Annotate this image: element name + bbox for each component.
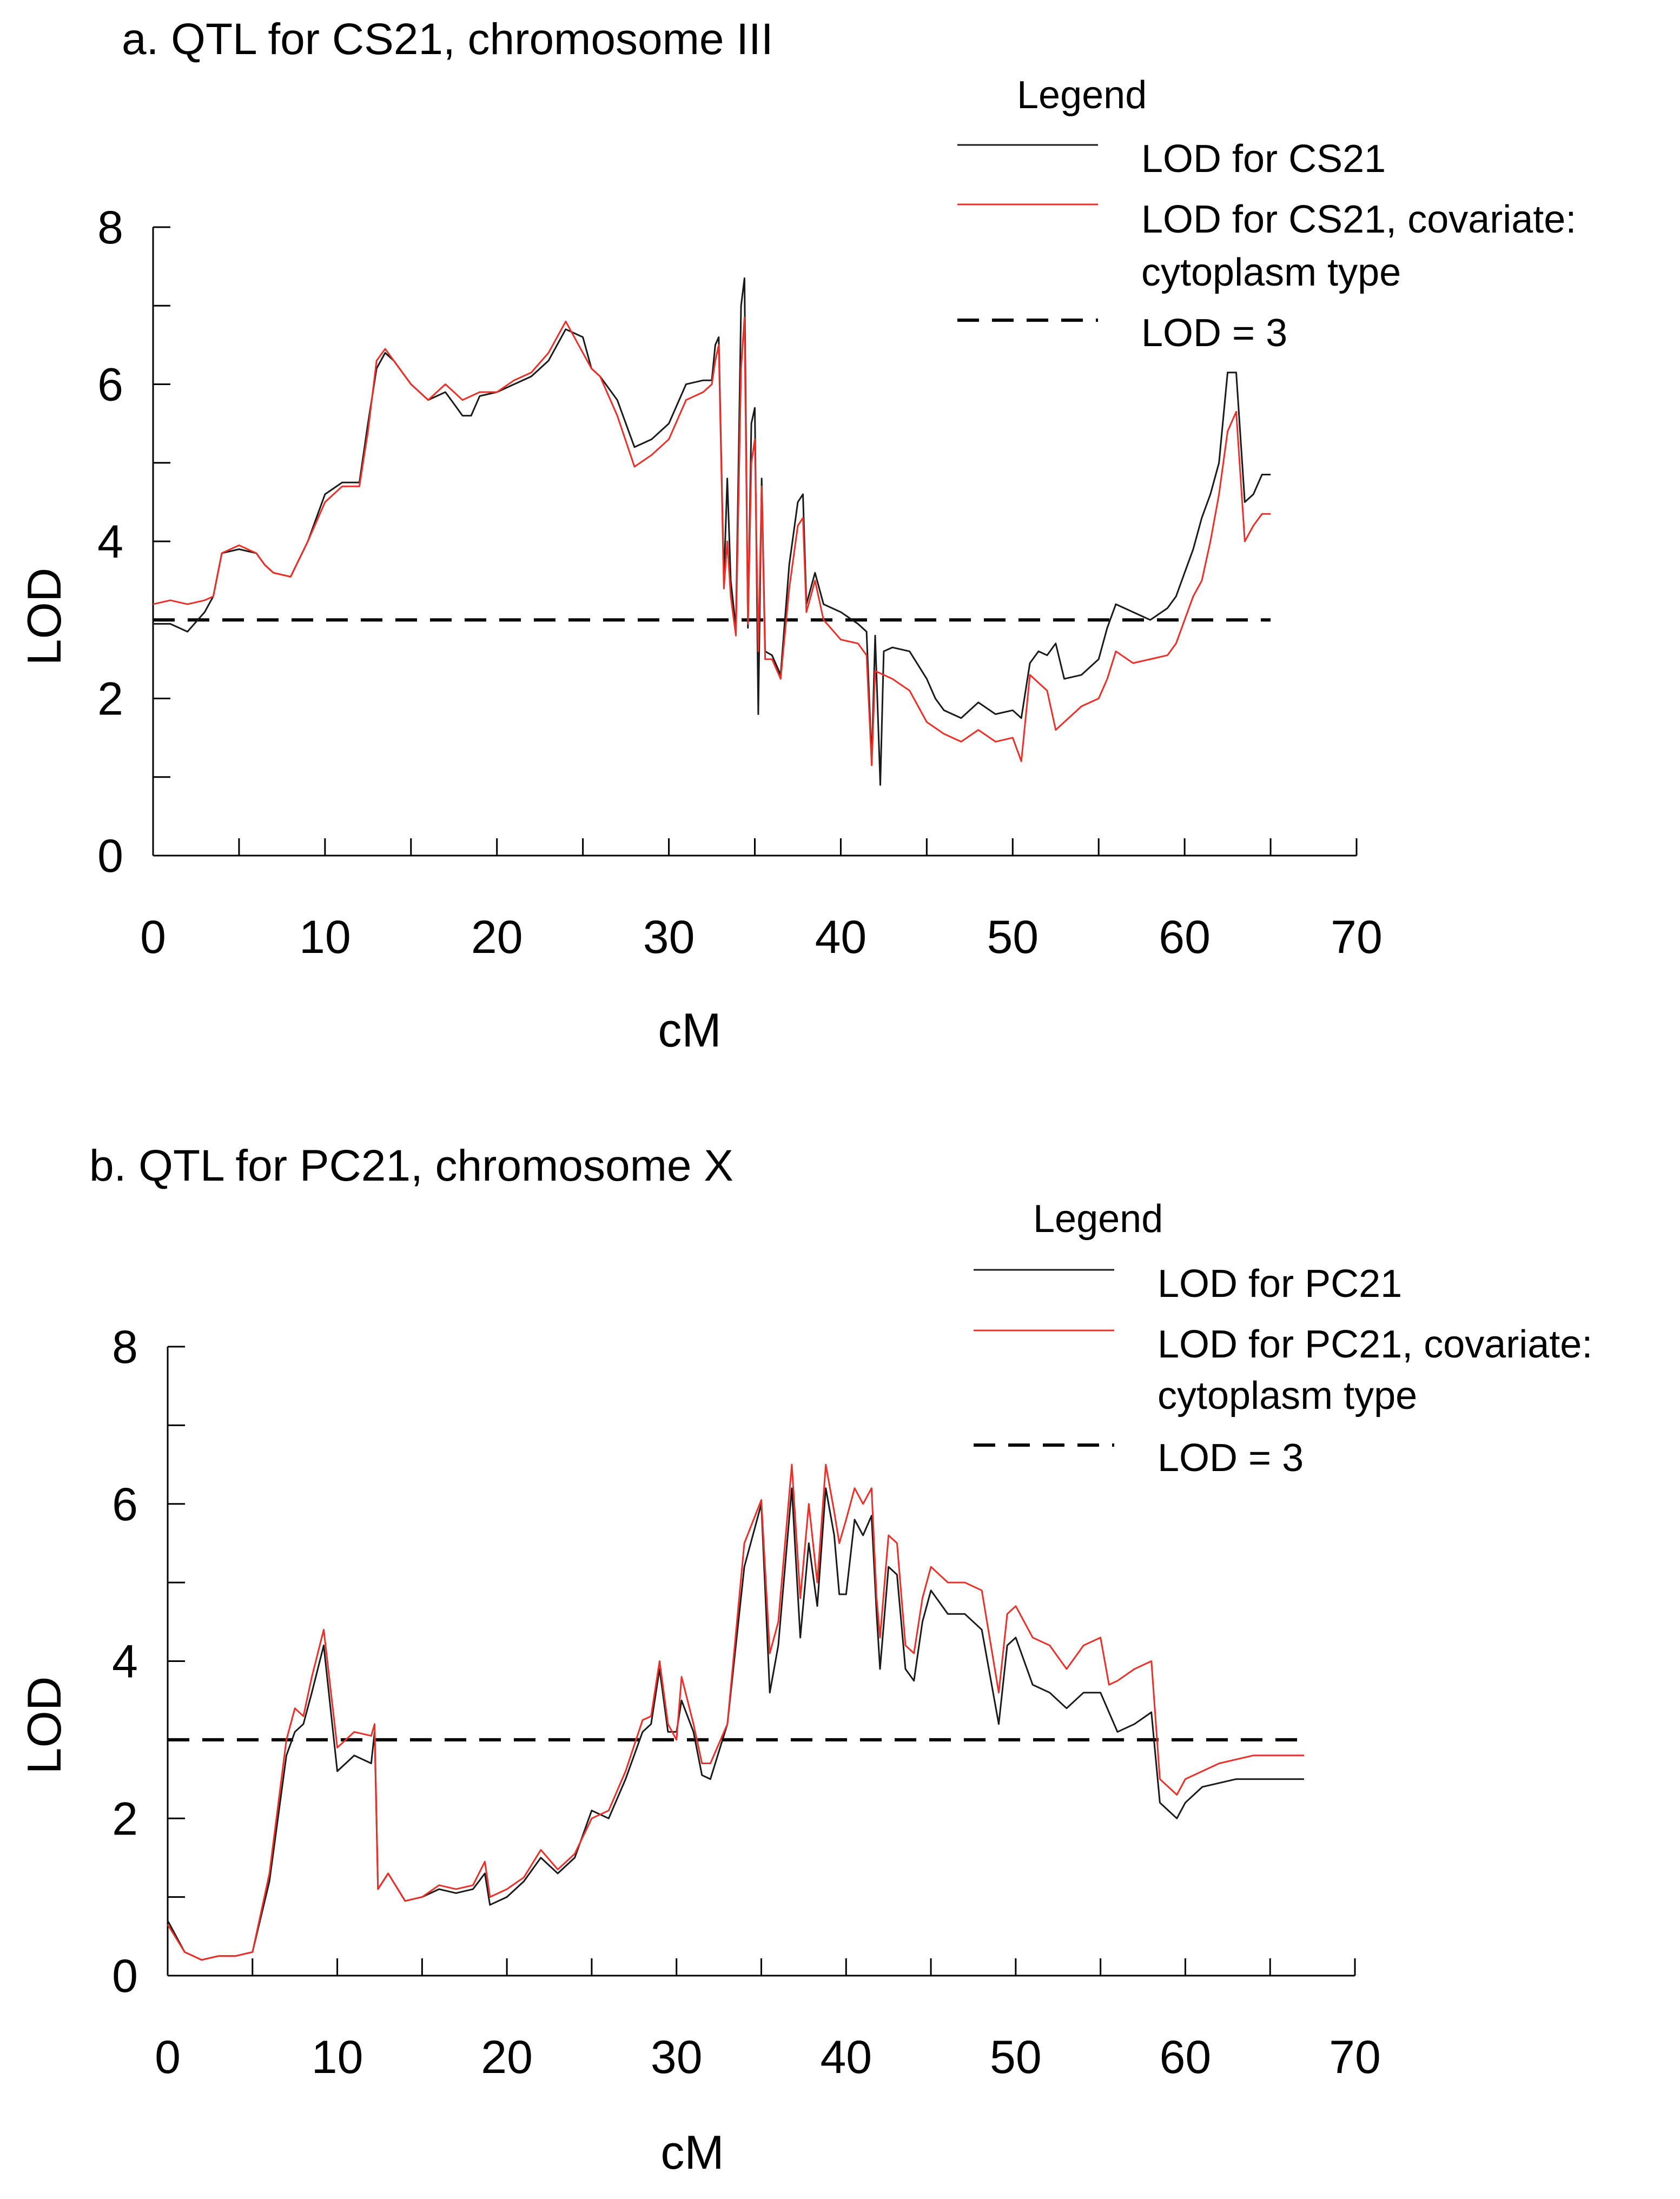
panel-b-y-tick-label: 2 bbox=[112, 1793, 138, 1845]
panel-b-legend-label-0: LOD for PC21 bbox=[1158, 1262, 1402, 1306]
panel-a-x-tick-label: 60 bbox=[1159, 911, 1211, 963]
panel-a-legend-label-1b: cytoplasm type bbox=[1141, 251, 1401, 294]
panel-b-x-tick-labels: 0 10 20 30 40 50 60 70 bbox=[155, 2031, 1381, 2083]
panel-b-legend-label-1b: cytoplasm type bbox=[1158, 1374, 1417, 1418]
panel-a-y-tick-label: 2 bbox=[97, 673, 123, 725]
panel-a-y-tick-label: 8 bbox=[97, 202, 123, 254]
panel-a-x-tick-label: 0 bbox=[140, 911, 166, 963]
panel-b-legend: Legend LOD for PC21 LOD for PC21, covari… bbox=[974, 1197, 1592, 1480]
panel-b-x-tick-label: 0 bbox=[155, 2031, 181, 2083]
panel-a-series-lod-cs21 bbox=[153, 277, 1271, 786]
panel-b-title: b. QTL for PC21, chromosome X bbox=[89, 1141, 733, 1190]
panel-a-y-tick-labels: 0 2 4 6 8 bbox=[97, 202, 123, 882]
panel-a-legend-label-0: LOD for CS21 bbox=[1141, 137, 1386, 181]
panel-b-x-tick-label: 70 bbox=[1329, 2031, 1381, 2083]
panel-b-x-ticks bbox=[167, 1958, 1356, 1976]
panel-a-x-tick-label: 20 bbox=[471, 911, 523, 963]
panel-a-y-tick-label: 0 bbox=[97, 830, 123, 882]
panel-b-series-lod-pc21-covariate bbox=[167, 1463, 1304, 1961]
panel-b-axes: 0 10 20 30 40 50 60 70 0 2 4 6 8 cM LOD bbox=[17, 1321, 1381, 2179]
panel-b-x-tick-label: 60 bbox=[1160, 2031, 1212, 2083]
panel-a-title: a. QTL for CS21, chromosome III bbox=[122, 15, 773, 64]
panel-a-y-tick-label: 6 bbox=[97, 359, 123, 411]
panel-a-x-axis-label: cM bbox=[658, 1003, 721, 1057]
panel-a-x-tick-label: 40 bbox=[815, 911, 867, 963]
panel-a-x-tick-label: 30 bbox=[643, 911, 695, 963]
panel-a-legend-label-2: LOD = 3 bbox=[1141, 312, 1287, 355]
panel-a-y-axis-label: LOD bbox=[17, 568, 71, 666]
panel-a-axes: 0 10 20 30 40 50 60 70 0 2 4 6 8 cM LOD bbox=[17, 202, 1383, 1057]
panel-a-x-tick-label: 50 bbox=[987, 911, 1039, 963]
panel-b-series-lod-pc21 bbox=[167, 1487, 1304, 1961]
panel-b-y-tick-labels: 0 2 4 6 8 bbox=[112, 1321, 138, 2002]
panel-a-legend-title: Legend bbox=[1017, 74, 1147, 117]
panel-a-legend-label-1a: LOD for CS21, covariate: bbox=[1141, 198, 1576, 241]
panel-a-legend: Legend LOD for CS21 LOD for CS21, covari… bbox=[957, 74, 1576, 355]
panel-b-y-tick-label: 6 bbox=[112, 1479, 138, 1531]
panel-b-x-tick-label: 20 bbox=[481, 2031, 533, 2083]
panel-a: a. QTL for CS21, chromosome III Legend L… bbox=[17, 15, 1576, 1057]
panel-b-legend-label-2: LOD = 3 bbox=[1158, 1436, 1304, 1480]
panel-a-x-tick-labels: 0 10 20 30 40 50 60 70 bbox=[140, 911, 1383, 963]
panel-b-x-tick-label: 50 bbox=[990, 2031, 1042, 2083]
panel-b-x-axis-label: cM bbox=[660, 2125, 724, 2179]
panel-b-y-tick-label: 4 bbox=[112, 1636, 138, 1688]
panel-b-y-axis-label: LOD bbox=[17, 1677, 71, 1774]
panel-a-x-tick-label: 10 bbox=[299, 911, 351, 963]
panel-b-x-tick-label: 10 bbox=[312, 2031, 363, 2083]
panel-b-legend-title: Legend bbox=[1033, 1197, 1163, 1241]
panel-b-x-tick-label: 40 bbox=[820, 2031, 872, 2083]
panel-b-legend-label-1a: LOD for PC21, covariate: bbox=[1158, 1323, 1592, 1366]
panel-a-x-tick-label: 70 bbox=[1331, 911, 1383, 963]
panel-a-series-lod-cs21-covariate bbox=[153, 316, 1271, 766]
panel-a-y-ticks bbox=[153, 226, 170, 857]
panel-b-y-ticks bbox=[168, 1346, 185, 1977]
panel-b-x-tick-label: 30 bbox=[651, 2031, 703, 2083]
panel-b: b. QTL for PC21, chromosome X Legend LOD… bbox=[17, 1141, 1592, 2179]
panel-a-x-ticks bbox=[152, 838, 1358, 856]
panel-b-y-tick-label: 0 bbox=[112, 1950, 138, 2002]
panel-b-y-tick-label: 8 bbox=[112, 1321, 138, 1373]
panel-a-y-tick-label: 4 bbox=[97, 516, 123, 568]
